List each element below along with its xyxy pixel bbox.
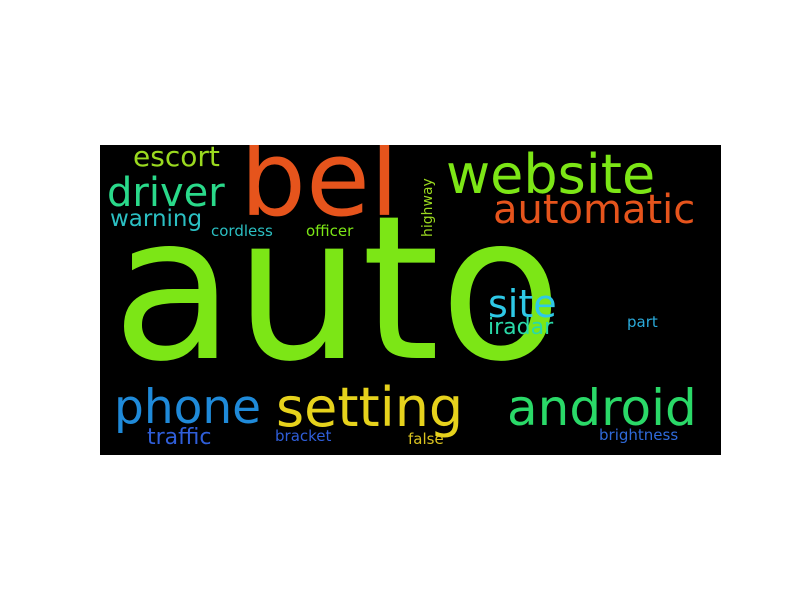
word-auto: auto [112, 173, 563, 406]
word-cordless: cordless [211, 222, 273, 240]
word-traffic: traffic [147, 425, 212, 450]
word-warning: warning [110, 206, 203, 232]
word-officer: officer [306, 222, 354, 240]
word-escort: escort [133, 145, 220, 173]
word-automatic: automatic [493, 187, 696, 233]
word-part: part [627, 313, 658, 331]
word-brightness: brightness [599, 426, 679, 444]
word-cloud: auto escort driver warning bel cordless … [100, 145, 721, 455]
word-phone: phone [114, 380, 262, 435]
word-driver: driver [107, 170, 225, 216]
word-bel: bel [240, 145, 399, 240]
word-bracket: bracket [275, 427, 332, 445]
word-iradar: iradar [488, 315, 554, 340]
word-site: site [488, 282, 557, 326]
word-website: website [446, 145, 656, 206]
word-android: android [507, 379, 697, 437]
word-setting: setting [276, 376, 464, 439]
word-highway: highway [420, 178, 436, 237]
word-false: false [408, 430, 444, 448]
